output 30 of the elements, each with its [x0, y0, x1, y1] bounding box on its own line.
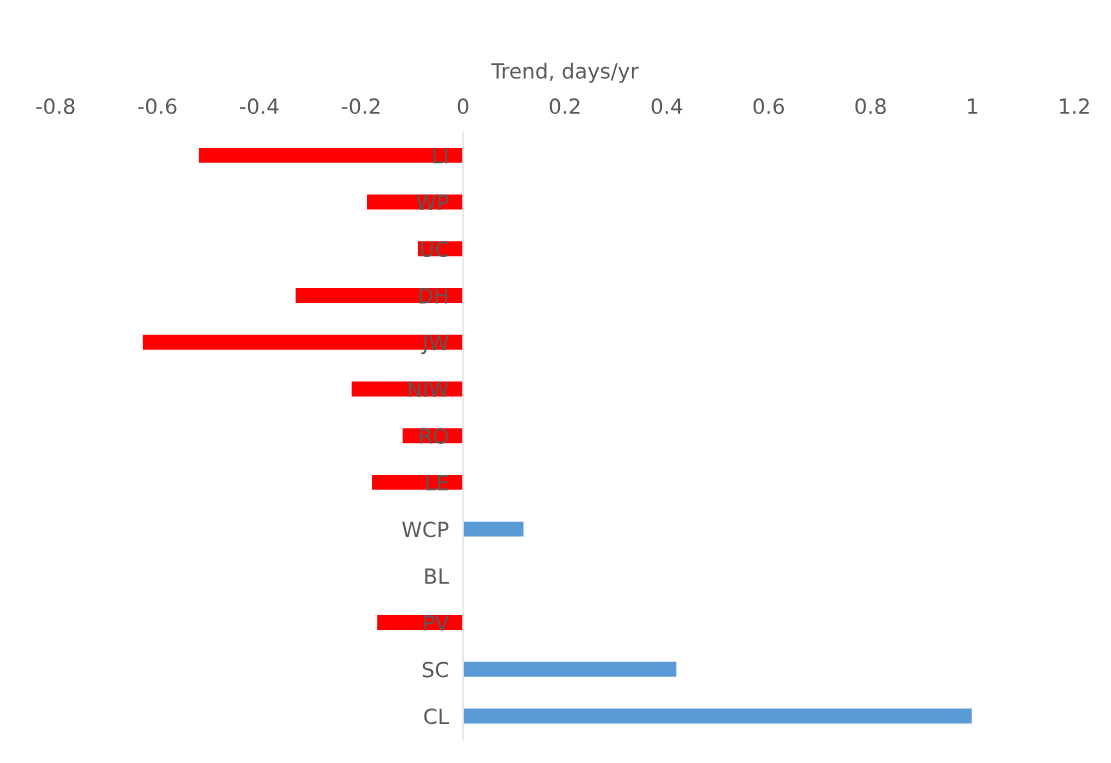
bar — [462, 660, 678, 679]
x-axis-title: Trend, days/yr — [491, 62, 639, 83]
x-tick-label: -0.2 — [341, 98, 380, 115]
y-tick-label: NIW — [408, 381, 449, 397]
x-tick-label: -0.4 — [240, 98, 279, 115]
y-tick-label: RO — [420, 428, 448, 444]
y-tick-label: WP — [416, 194, 449, 210]
bar — [294, 286, 464, 305]
y-tick-label: LI — [433, 148, 448, 164]
y-tick-label: SC — [422, 661, 449, 678]
y-tick-label: DH — [419, 288, 448, 304]
y-tick-label: CL — [424, 708, 450, 725]
y-tick-label: LE — [426, 475, 448, 491]
x-tick-label: 0.4 — [651, 98, 683, 115]
y-tick-label: JW — [421, 334, 449, 355]
x-tick-label: -0.8 — [36, 98, 75, 115]
y-tick-label: PV — [424, 615, 449, 631]
bar — [197, 146, 464, 165]
x-tick-label: 0.2 — [549, 98, 580, 115]
x-tick-label: -0.6 — [138, 98, 177, 115]
y-tick-label: BL — [425, 568, 450, 584]
bar — [462, 707, 974, 725]
x-tick-label: 1 — [968, 98, 978, 114]
x-tick-label: 0.8 — [855, 98, 886, 115]
x-tick-label: 0 — [457, 98, 469, 115]
y-tick-label: UC — [421, 241, 449, 258]
bar — [462, 520, 525, 538]
x-tick-label: 0.6 — [753, 98, 784, 115]
x-tick-label: 1.2 — [1060, 98, 1089, 114]
y-tick-label: WCP — [402, 521, 449, 538]
